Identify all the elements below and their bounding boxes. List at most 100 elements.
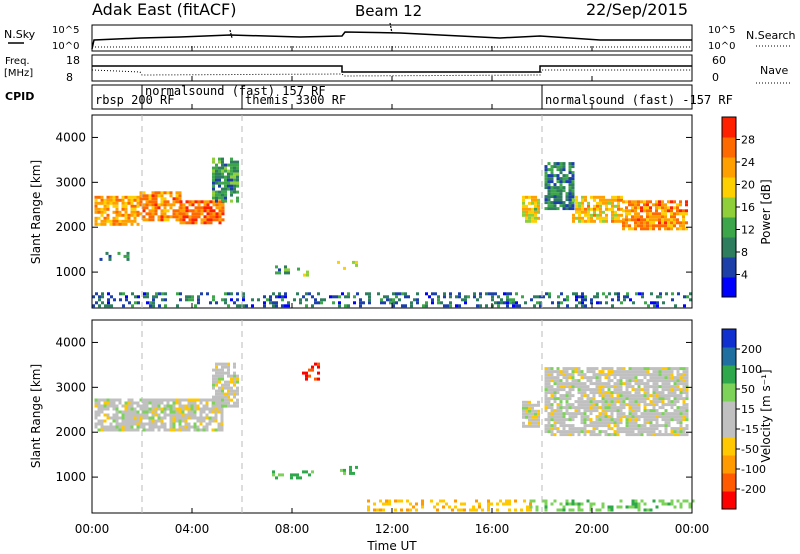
- velocity-cell: [679, 379, 683, 383]
- power-cell: [118, 198, 122, 202]
- velocity-cell: [655, 394, 659, 398]
- power-cell: [284, 271, 287, 275]
- power-cell: [107, 292, 110, 296]
- velocity-cell: [646, 409, 650, 413]
- power-cell: [224, 166, 227, 170]
- power-cell: [157, 206, 161, 210]
- velocity-cell: [568, 382, 572, 386]
- power-cell: [559, 162, 563, 166]
- power-cell: [679, 203, 682, 207]
- velocity-cell: [652, 400, 656, 404]
- velocity-cell: [631, 505, 635, 509]
- power-cell: [413, 298, 416, 302]
- velocity-cell: [97, 410, 101, 414]
- velocity-cell: [565, 403, 569, 407]
- power-cell: [215, 301, 218, 305]
- velocity-cell: [598, 415, 602, 419]
- velocity-cell: [661, 373, 665, 377]
- velocity-cell: [224, 371, 227, 375]
- power-cell: [455, 295, 458, 299]
- velocity-cell: [607, 370, 611, 374]
- power-cell: [212, 187, 215, 191]
- velocity-cell: [568, 412, 572, 416]
- velocity-cell: [217, 428, 221, 432]
- velocity-cell: [568, 403, 572, 407]
- power-cell: [581, 210, 584, 214]
- power-cell: [112, 222, 116, 226]
- power-cell: [525, 204, 528, 208]
- velocity-cell: [631, 427, 635, 431]
- velocity-cell: [172, 425, 176, 429]
- velocity-cell: [218, 389, 221, 393]
- velocity-cell: [142, 422, 146, 426]
- power-cell: [112, 204, 116, 208]
- velocity-cell: [127, 398, 131, 402]
- power-cell: [497, 304, 500, 308]
- power-cell: [596, 213, 599, 217]
- power-cell: [224, 184, 227, 188]
- velocity-cell: [676, 397, 680, 401]
- velocity-cell: [208, 407, 212, 411]
- velocity-cell: [634, 412, 638, 416]
- power-cell: [614, 213, 617, 217]
- velocity-cell: [218, 398, 221, 402]
- velocity-cell: [415, 508, 418, 512]
- velocity-cell: [212, 395, 215, 399]
- velocity-cell: [97, 422, 101, 426]
- power-cell: [608, 201, 611, 205]
- power-cell: [605, 198, 608, 202]
- velocity-cell: [139, 413, 143, 417]
- velocity-cell: [619, 394, 623, 398]
- velocity-cell: [679, 418, 683, 422]
- velocity-cell: [601, 397, 605, 401]
- velocity-cell: [565, 382, 569, 386]
- velocity-cell: [598, 508, 602, 512]
- velocity-cell: [187, 425, 191, 429]
- velocity-cell: [230, 380, 233, 384]
- power-cell: [125, 298, 128, 302]
- velocity-cell: [634, 376, 638, 380]
- velocity-colorbar-tick-label: 50: [741, 383, 755, 396]
- velocity-cell: [682, 499, 686, 503]
- velocity-cell: [547, 424, 551, 428]
- power-ylabel: Slant Range [km]: [29, 160, 43, 264]
- velocity-cell: [586, 367, 590, 371]
- velocity-cell: [227, 371, 230, 375]
- power-cell: [94, 195, 98, 199]
- power-cell: [145, 197, 149, 201]
- velocity-cell: [106, 416, 110, 420]
- velocity-cell: [679, 367, 683, 371]
- power-cell: [584, 210, 587, 214]
- power-cell: [572, 198, 575, 202]
- power-cell: [218, 184, 221, 188]
- velocity-cell: [233, 404, 236, 408]
- power-cell: [625, 218, 628, 222]
- power-cell: [230, 184, 233, 188]
- velocity-cell: [643, 403, 647, 407]
- power-cell: [136, 201, 140, 205]
- velocity-cell: [196, 398, 200, 402]
- power-cell: [544, 171, 548, 175]
- velocity-cell: [676, 421, 680, 425]
- velocity-cell: [622, 406, 626, 410]
- power-cell: [227, 178, 230, 182]
- power-cell: [389, 301, 392, 305]
- velocity-cell: [151, 404, 155, 408]
- power-cell: [679, 200, 682, 204]
- velocity-cell: [589, 406, 593, 410]
- power-cell: [203, 215, 207, 219]
- velocity-cell: [525, 409, 528, 413]
- velocity-cell: [178, 401, 182, 405]
- velocity-cell: [218, 404, 221, 408]
- power-cell: [550, 186, 554, 190]
- velocity-cell: [103, 428, 107, 432]
- velocity-cell: [658, 385, 662, 389]
- power-cell: [676, 221, 679, 225]
- power-cell: [536, 295, 539, 299]
- velocity-cell: [534, 421, 537, 425]
- power-cell: [590, 219, 593, 223]
- power-cell: [115, 210, 119, 214]
- velocity-cell: [571, 418, 575, 422]
- power-cell: [614, 292, 617, 296]
- power-cell: [631, 227, 634, 231]
